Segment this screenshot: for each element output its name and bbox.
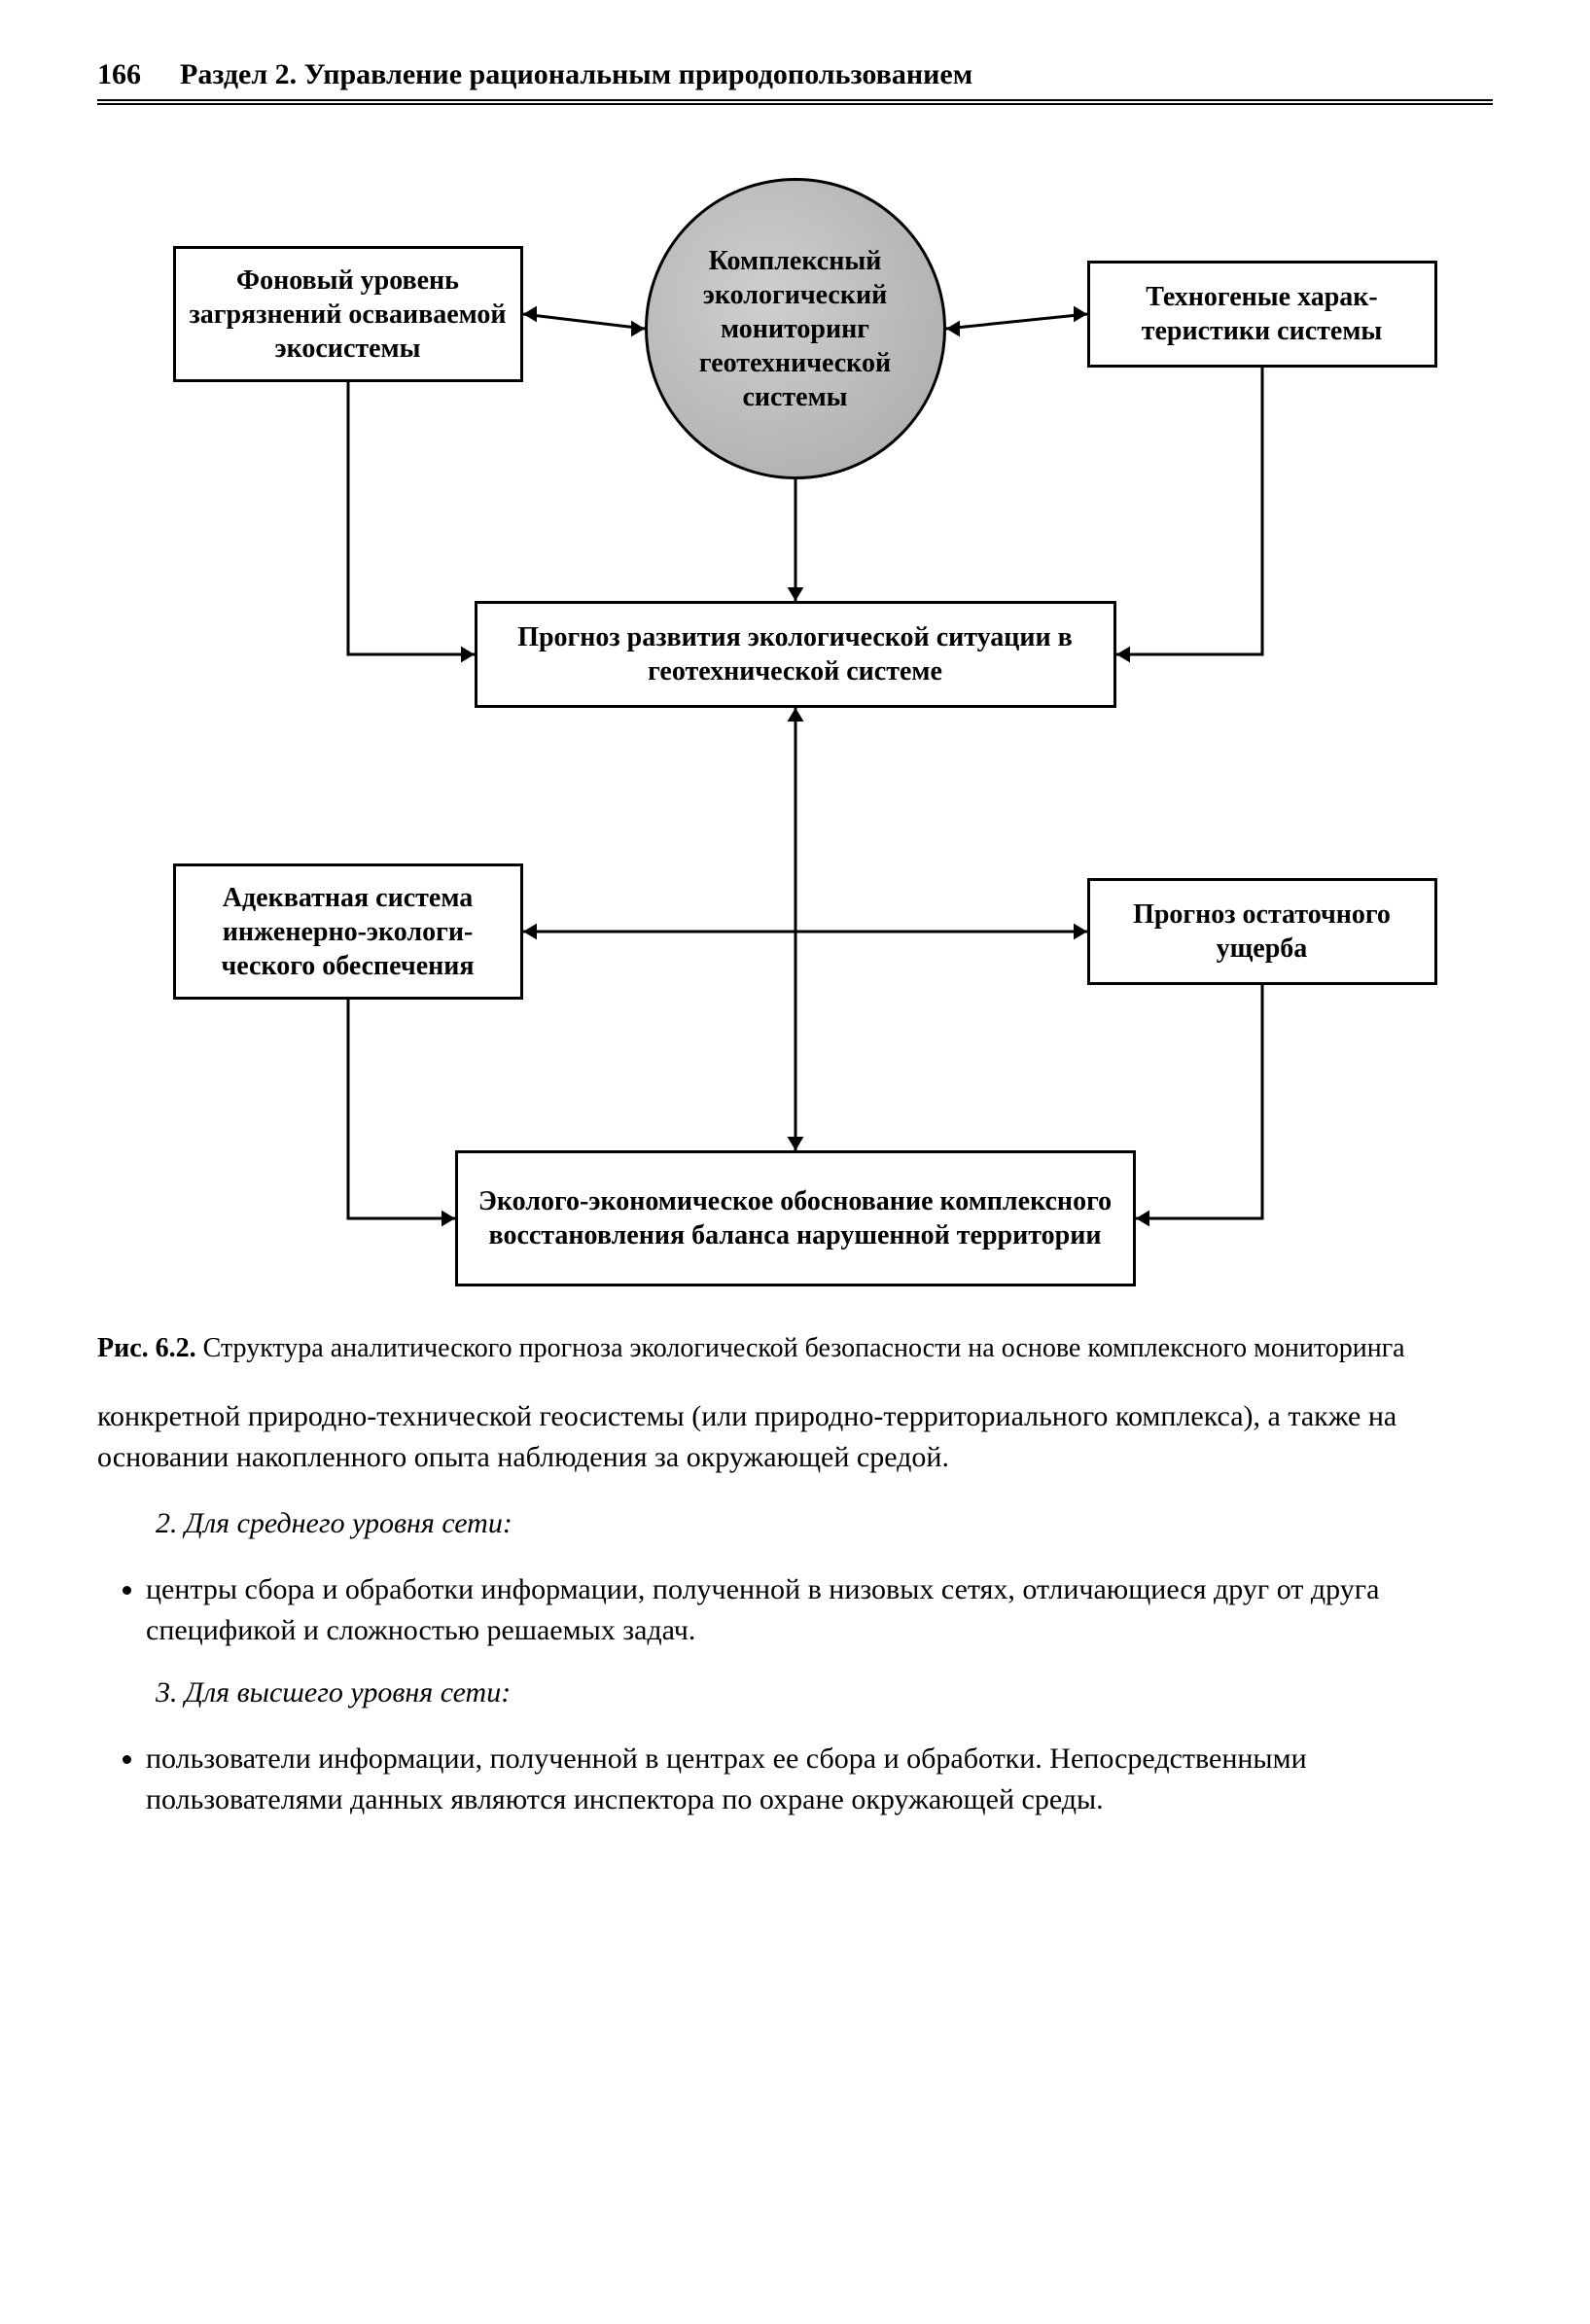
page: 166 Раздел 2. Управление рациональным пр… [0,0,1590,2324]
diagram-node-right1: Техногеные харак­теристики системы [1087,261,1437,368]
page-number: 166 [97,58,141,91]
figure-label: Рис. 6.2. [97,1333,196,1363]
figure-caption-text: Структура аналитического прогноза эколог… [203,1333,1405,1363]
diagram-node-left1: Фоновый уровень загрязнений осваива­емой… [173,246,523,382]
diagram-node-prognoz: Прогноз развития экологической ситуации … [475,601,1116,708]
section-2-list: центры сбора и обработки информации, пол… [97,1569,1493,1651]
header-rule [97,99,1493,105]
diagram-node-central: Комплексный экологический мониторинг гео… [645,178,946,479]
section-2-heading: 2. Для среднего уровня сети: [156,1507,1493,1540]
list-item: пользователи информации, полученной в це… [146,1739,1493,1820]
flowchart-diagram: Комплексный экологический мониторинг гео… [115,144,1476,1311]
list-item: центры сбора и обработки информации, пол… [146,1569,1493,1651]
page-header: 166 Раздел 2. Управление рациональным пр… [97,58,1493,91]
diagram-node-bottom: Эколого-экономическое обоснование компле… [455,1150,1136,1286]
paragraph-1: конкретной природно-технической геосисте… [97,1396,1493,1478]
section-title: Раздел 2. Управление рациональным природ… [180,58,972,91]
diagram-node-right2: Прогноз остаточного ущерба [1087,878,1437,985]
figure-caption: Рис. 6.2. Структура аналитического прогн… [97,1330,1493,1367]
diagram-node-left2: Адекватная система инженерно-экологи­чес… [173,863,523,1000]
section-3-heading: 3. Для высшего уровня сети: [156,1676,1493,1709]
section-3-list: пользователи информации, полученной в це… [97,1739,1493,1820]
